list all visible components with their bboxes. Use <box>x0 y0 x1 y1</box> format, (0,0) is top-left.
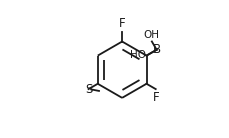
Text: B: B <box>152 43 160 56</box>
Text: S: S <box>85 83 92 96</box>
Text: HO: HO <box>130 50 146 60</box>
Text: F: F <box>152 91 158 104</box>
Text: OH: OH <box>143 30 159 40</box>
Text: F: F <box>118 17 125 30</box>
